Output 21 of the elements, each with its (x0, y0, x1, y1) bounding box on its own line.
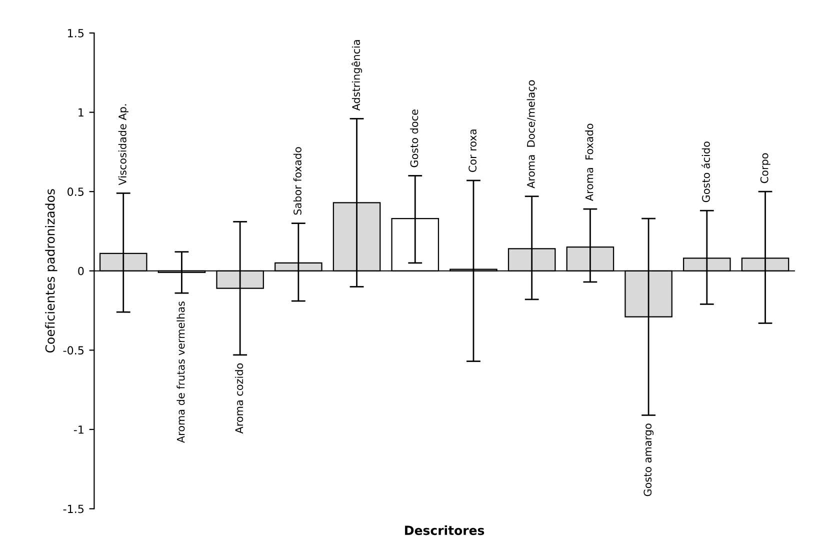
y-tick-label: 0.5 (68, 188, 84, 196)
y-tick-label: 1 (78, 108, 84, 117)
x-tick-label: Adstringência (352, 40, 362, 111)
x-axis-title: Descritores (405, 525, 484, 536)
x-tick-label: Gosto ácido (701, 142, 710, 202)
x-tick-label: Gosto amargo (644, 424, 654, 496)
y-tick-label: 0 (78, 266, 84, 276)
y-tick-label: 1.5 (68, 29, 84, 38)
x-tick-label: Viscosidade Ap. (118, 104, 128, 186)
x-tick-label: Aroma de frutas vermelhas (176, 302, 185, 443)
x-tick-label: Gosto doce (410, 110, 418, 168)
x-tick-label: Aroma Doce/melaço (526, 80, 537, 188)
x-tick-label: Cor roxa (468, 130, 477, 172)
y-tick-label: -1 (74, 426, 84, 434)
x-tick-label: Aroma cozido (235, 363, 244, 434)
y-tick-label: -0.5 (63, 346, 84, 355)
y-tick-label: -1.5 (63, 504, 84, 514)
x-tick-label: Sabor foxado (293, 147, 302, 215)
y-axis-title: Coeficientes padronizados (45, 189, 58, 353)
x-tick-label: Aroma Foxado (585, 124, 594, 202)
x-tick-label: Corpo (760, 153, 770, 184)
